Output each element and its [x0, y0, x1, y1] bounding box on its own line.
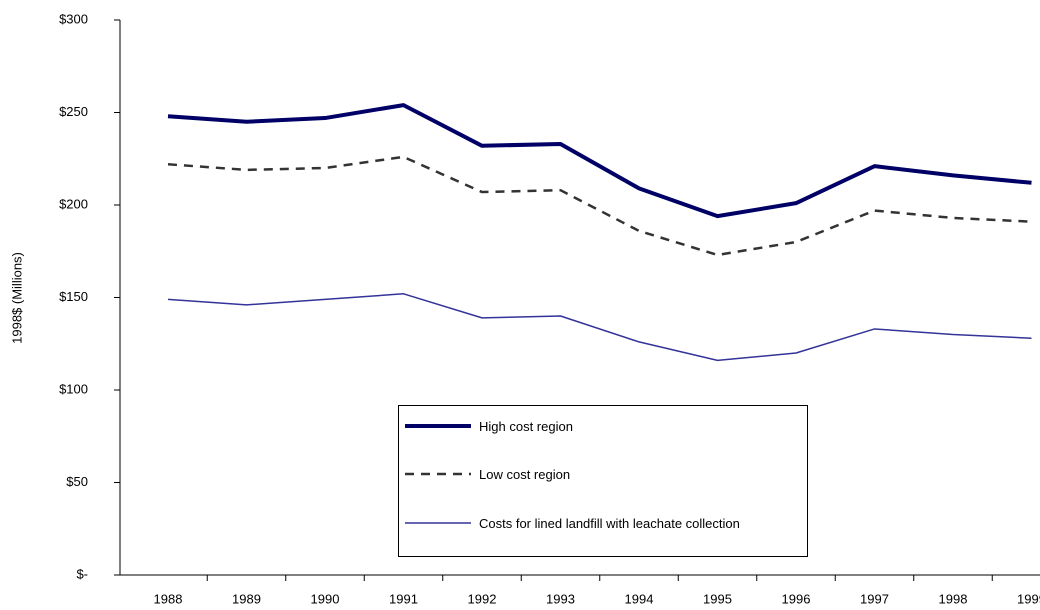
y-tick-label: $150 [59, 289, 88, 304]
x-tick-label: 1999 [1017, 591, 1040, 606]
legend-label: Costs for lined landfill with leachate c… [479, 516, 740, 531]
y-tick-label: $250 [59, 104, 88, 119]
legend-item: High cost region [399, 412, 807, 456]
legend: High cost region Low cost region Costs for… [398, 405, 808, 557]
y-axis-label: 1998$ (Millions) [9, 252, 24, 344]
x-tick-label: 1994 [625, 591, 654, 606]
y-tick-label: $100 [59, 381, 88, 396]
series-line [167, 103, 1032, 219]
y-tick-label: $200 [59, 196, 88, 211]
x-tick-label: 1989 [232, 591, 261, 606]
x-tick-label: 1995 [703, 591, 732, 606]
x-tick-label: 1988 [154, 591, 183, 606]
legend-swatch [405, 424, 471, 428]
x-tick-label: 1998 [939, 591, 968, 606]
x-tick-label: 1993 [546, 591, 575, 606]
legend-label: High cost region [479, 419, 573, 434]
x-tick-label: 1991 [389, 591, 418, 606]
x-tick-label: 1996 [782, 591, 811, 606]
legend-swatch [405, 522, 471, 524]
legend-label: Low cost region [479, 467, 571, 482]
series-line [167, 293, 1032, 362]
legend-item: Costs for lined landfill with leachate c… [399, 509, 807, 553]
y-tick-label: $- [76, 566, 88, 581]
series-line [167, 155, 1032, 257]
legend-swatch [405, 472, 471, 476]
y-tick-label: $300 [59, 11, 88, 26]
x-tick-label: 1992 [468, 591, 497, 606]
x-tick-label: 1990 [311, 591, 340, 606]
y-tick-label: $50 [66, 474, 88, 489]
legend-item: Low cost region [399, 460, 807, 504]
x-tick-label: 1997 [860, 591, 889, 606]
